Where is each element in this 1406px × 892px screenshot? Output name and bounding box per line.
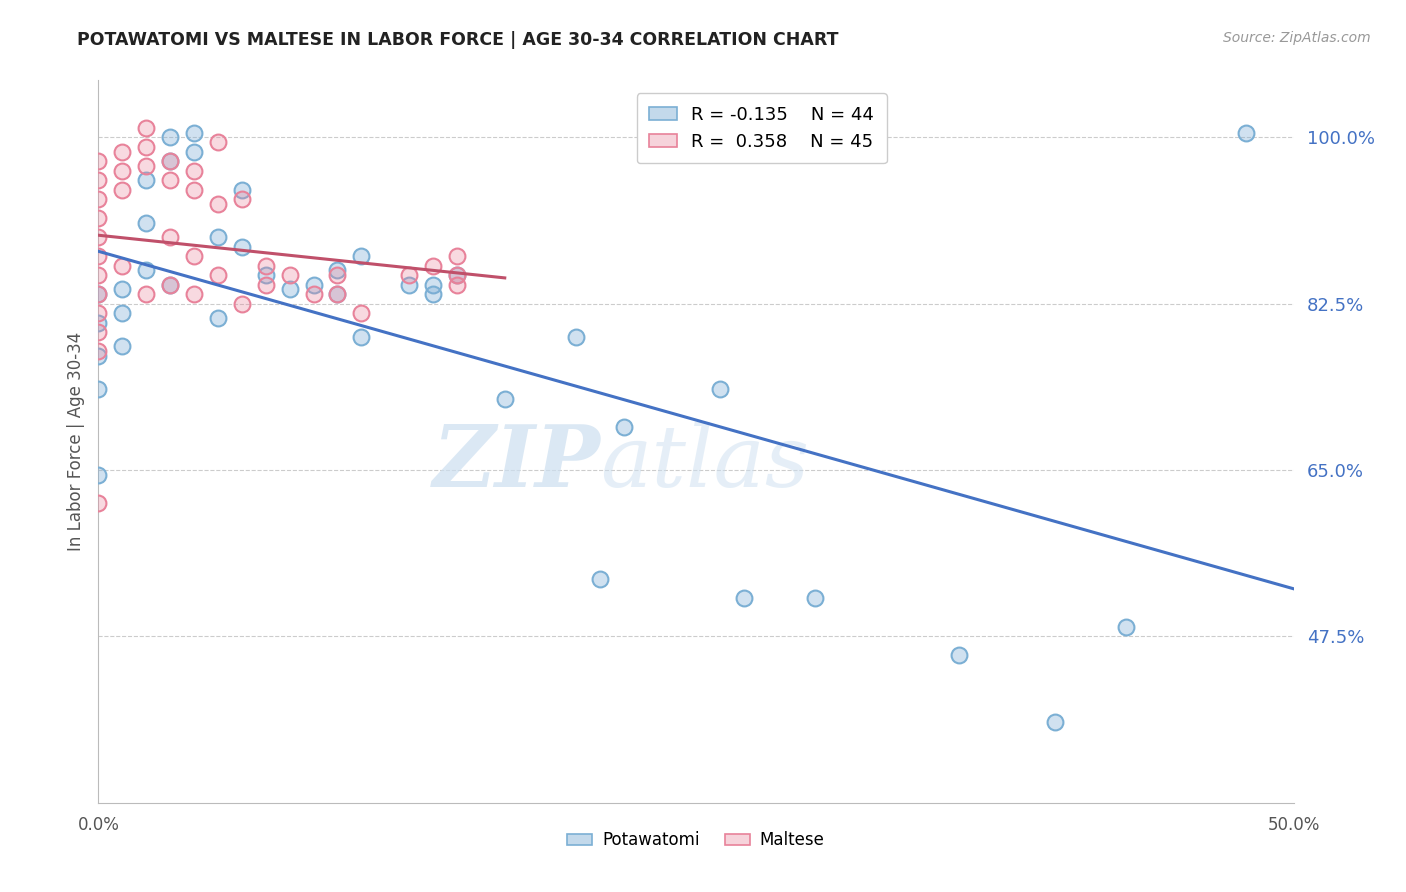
Point — [135, 140, 157, 154]
Point — [350, 330, 373, 344]
Point — [87, 249, 110, 263]
Point — [326, 263, 349, 277]
Point — [183, 183, 205, 197]
Point — [589, 573, 612, 587]
Point — [135, 263, 157, 277]
Point — [159, 130, 181, 145]
Point — [350, 249, 373, 263]
Point — [326, 268, 349, 282]
Point — [87, 287, 110, 301]
Point — [1043, 714, 1066, 729]
Point — [87, 316, 110, 330]
Point — [87, 230, 110, 244]
Point — [111, 183, 134, 197]
Point — [709, 382, 731, 396]
Point — [183, 249, 205, 263]
Point — [231, 192, 253, 206]
Point — [183, 163, 205, 178]
Point — [326, 287, 349, 301]
Point — [207, 310, 229, 325]
Point — [135, 287, 157, 301]
Point — [446, 249, 468, 263]
Point — [87, 382, 110, 396]
Text: POTAWATOMI VS MALTESE IN LABOR FORCE | AGE 30-34 CORRELATION CHART: POTAWATOMI VS MALTESE IN LABOR FORCE | A… — [77, 31, 839, 49]
Point — [111, 306, 134, 320]
Point — [733, 591, 755, 606]
Point — [565, 330, 588, 344]
Point — [135, 159, 157, 173]
Point — [159, 154, 181, 169]
Point — [804, 591, 827, 606]
Point — [87, 192, 110, 206]
Point — [278, 282, 301, 296]
Point — [422, 287, 444, 301]
Point — [87, 287, 110, 301]
Point — [254, 259, 277, 273]
Text: Source: ZipAtlas.com: Source: ZipAtlas.com — [1223, 31, 1371, 45]
Point — [111, 259, 134, 273]
Point — [87, 496, 110, 510]
Point — [446, 268, 468, 282]
Point — [111, 339, 134, 353]
Point — [87, 306, 110, 320]
Point — [87, 211, 110, 226]
Point — [613, 420, 636, 434]
Point — [207, 197, 229, 211]
Point — [326, 287, 349, 301]
Point — [159, 277, 181, 292]
Point — [111, 145, 134, 159]
Point — [1115, 620, 1137, 634]
Point — [159, 173, 181, 187]
Point — [159, 154, 181, 169]
Point — [231, 296, 253, 310]
Point — [135, 120, 157, 135]
Point — [422, 277, 444, 292]
Point — [87, 154, 110, 169]
Point — [231, 240, 253, 254]
Point — [87, 268, 110, 282]
Point — [87, 173, 110, 187]
Point — [159, 230, 181, 244]
Point — [494, 392, 516, 406]
Point — [231, 183, 253, 197]
Point — [278, 268, 301, 282]
Point — [207, 135, 229, 149]
Point — [350, 306, 373, 320]
Point — [111, 163, 134, 178]
Point — [87, 349, 110, 363]
Point — [183, 287, 205, 301]
Point — [254, 268, 277, 282]
Point — [207, 230, 229, 244]
Point — [254, 277, 277, 292]
Point — [398, 277, 420, 292]
Text: atlas: atlas — [600, 422, 810, 505]
Point — [446, 268, 468, 282]
Point — [446, 277, 468, 292]
Point — [183, 145, 205, 159]
Point — [159, 277, 181, 292]
Y-axis label: In Labor Force | Age 30-34: In Labor Force | Age 30-34 — [66, 332, 84, 551]
Point — [87, 467, 110, 482]
Legend: Potawatomi, Maltese: Potawatomi, Maltese — [561, 824, 831, 856]
Point — [135, 216, 157, 230]
Point — [87, 344, 110, 359]
Point — [183, 126, 205, 140]
Point — [87, 325, 110, 339]
Point — [207, 268, 229, 282]
Point — [302, 277, 325, 292]
Point — [398, 268, 420, 282]
Point — [111, 282, 134, 296]
Point — [135, 173, 157, 187]
Point — [302, 287, 325, 301]
Point — [948, 648, 970, 663]
Point — [422, 259, 444, 273]
Text: ZIP: ZIP — [433, 421, 600, 505]
Point — [1234, 126, 1257, 140]
